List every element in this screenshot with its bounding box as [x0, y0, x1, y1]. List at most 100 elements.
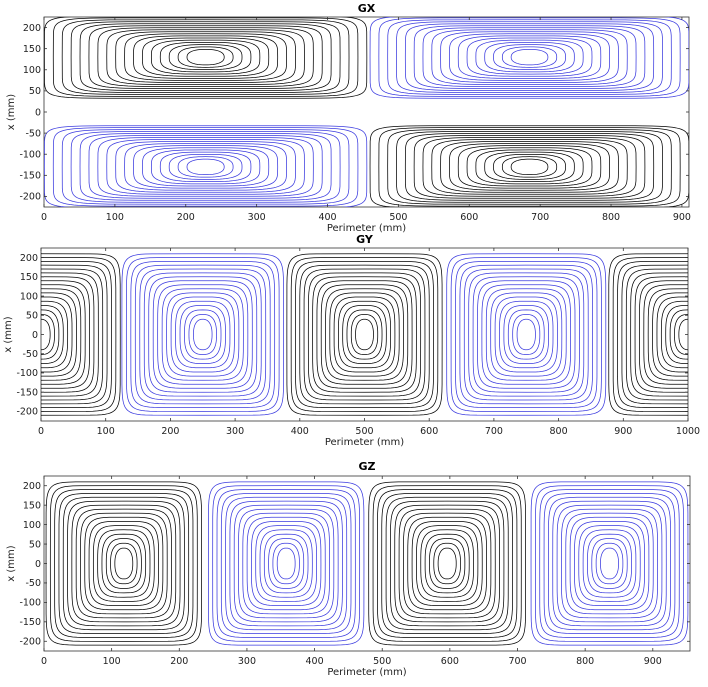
contour-negative-lobe3-ring15: [455, 260, 598, 409]
contour-positive-lobe0-ring13: [62, 496, 185, 631]
contour-negative-lobe3-ring10: [477, 280, 576, 389]
contour-negative-lobe2-ring2: [177, 156, 234, 178]
contour-positive-lobe4-ring13: [625, 268, 688, 401]
contour-positive-lobe4-ring2: [674, 314, 688, 355]
contour-positive-lobe4-ring8: [647, 288, 688, 381]
x-tick-label: 400: [318, 212, 336, 223]
contour-negative-lobe2-ring14: [70, 131, 341, 203]
x-tick-label: 800: [602, 212, 620, 223]
contour-positive-lobe2-ring14: [381, 492, 513, 635]
contour-negative-lobe1-ring5: [175, 300, 231, 369]
contour-negative-lobe2-ring7: [133, 145, 279, 189]
contour-negative-lobe1-ring10: [238, 508, 335, 619]
y-tick-label: 100: [23, 65, 41, 76]
contour-negative-lobe1-ring11: [422, 27, 637, 87]
contour-positive-lobe0-ring8: [124, 33, 287, 81]
contour-positive-lobe0-ring6: [142, 37, 270, 77]
contour-positive-lobe0-ring4: [159, 41, 252, 73]
contour-negative-lobe1-ring15: [387, 19, 672, 95]
y-tick-label: 50: [29, 539, 41, 550]
contour-positive-lobe3-ring2: [501, 156, 558, 178]
contour-positive-lobe0-ring9: [115, 31, 296, 83]
x-tick-label: 900: [673, 212, 691, 223]
contour-lines: [45, 481, 689, 646]
contour-positive-lobe3-ring13: [404, 133, 655, 201]
contour-negative-lobe3-ring8: [569, 516, 650, 611]
contour-negative-lobe3-ring13: [548, 496, 671, 631]
contour-negative-lobe3-ring12: [552, 500, 667, 627]
x-tick-label: 0: [41, 656, 47, 667]
x-tick-label: 900: [614, 426, 632, 437]
x-tick-label: 300: [238, 656, 256, 667]
contour-negative-lobe2-ring10: [106, 139, 305, 195]
contour-negative-lobe1-ring7: [166, 292, 240, 377]
x-tick-label: 800: [550, 426, 568, 437]
contour-positive-lobe3-ring3: [493, 153, 566, 180]
contour-negative-lobe1-ring16: [378, 17, 681, 97]
contour-negative-lobe3-ring11: [556, 504, 663, 623]
contour-positive-lobe2-ring15: [376, 489, 518, 638]
contour-negative-lobe1-ring12: [143, 272, 262, 397]
contour-positive-lobe3-ring10: [431, 139, 628, 195]
contour-negative-lobe2-ring15: [61, 129, 350, 205]
x-tick-label: 700: [508, 656, 526, 667]
x-tick-label: 1000: [676, 426, 700, 437]
contour-negative-lobe1-ring7: [251, 520, 322, 607]
y-tick-label: -150: [19, 617, 41, 628]
contour-negative-lobe1-ring10: [152, 280, 253, 389]
x-tick-label: 200: [161, 426, 179, 437]
contour-negative-lobe3-ring5: [499, 300, 554, 369]
contour-positive-lobe2-ring11: [312, 276, 417, 393]
contour-positive-lobe0-ring5: [41, 300, 69, 369]
contour-positive-lobe0-ring4: [41, 305, 64, 364]
contour-negative-lobe1-ring14: [396, 21, 663, 93]
contour-lines: [44, 17, 689, 207]
y-tick-label: -50: [22, 349, 38, 360]
contour-positive-lobe2-ring3: [346, 309, 383, 360]
x-tick-label: 0: [41, 212, 47, 223]
contour-negative-lobe3-ring3: [591, 538, 628, 589]
x-tick-label: 400: [306, 656, 324, 667]
contour-negative-lobe3-ring14: [459, 264, 594, 405]
contour-negative-lobe3-ring4: [503, 305, 550, 364]
contour-positive-lobe4-ring1: [678, 318, 688, 351]
contour-negative-lobe1-ring12: [229, 500, 343, 627]
x-tick-label: 400: [291, 426, 309, 437]
y-tick-label: -200: [16, 407, 38, 418]
contour-negative-lobe3-ring2: [512, 314, 541, 355]
contour-positive-lobe0-ring2: [41, 314, 55, 355]
contour-positive-lobe4-ring15: [617, 260, 688, 409]
y-tick-label: 200: [23, 481, 41, 492]
contour-negative-lobe1-ring4: [484, 41, 575, 73]
x-tick-label: 0: [38, 426, 44, 437]
contour-negative-lobe2-ring6: [142, 147, 270, 187]
contour-positive-lobe0-ring7: [133, 35, 279, 79]
contour-negative-lobe1-ring8: [246, 516, 326, 611]
contour-negative-lobe1-ring13: [404, 23, 655, 91]
contour-positive-lobe0-ring3: [105, 538, 142, 589]
y-tick-label: 0: [35, 107, 41, 118]
contour-positive-lobe0-ring10: [75, 508, 172, 619]
contour-positive-lobe2-ring7: [329, 292, 400, 377]
contour-positive-lobe2-ring6: [416, 525, 479, 602]
contour-positive-lobe4-ring7: [652, 292, 688, 377]
contour-negative-lobe3-ring17: [446, 253, 607, 416]
y-tick-label: 100: [23, 520, 41, 531]
y-tick-label: -50: [25, 128, 41, 139]
plot-area: [43, 475, 691, 652]
contour-positive-lobe3-ring11: [422, 137, 637, 197]
x-tick-label: 700: [485, 426, 503, 437]
contour-negative-lobe1-ring14: [220, 492, 352, 635]
contour-positive-lobe4-ring10: [639, 280, 688, 389]
contour-negative-lobe1-ring1: [276, 547, 296, 580]
contour-positive-lobe0-ring14: [41, 264, 108, 405]
contour-positive-lobe0-ring5: [150, 39, 261, 75]
contour-positive-lobe2-ring6: [333, 296, 396, 373]
contour-positive-lobe0-ring8: [41, 288, 82, 381]
y-tick-label: -100: [19, 598, 41, 609]
x-tick-label: 100: [106, 212, 124, 223]
contour-negative-lobe3-ring6: [578, 525, 641, 602]
contour-negative-lobe1-ring4: [263, 533, 309, 594]
contour-negative-lobe1-ring1: [193, 318, 213, 351]
contour-positive-lobe2-ring15: [295, 260, 434, 409]
